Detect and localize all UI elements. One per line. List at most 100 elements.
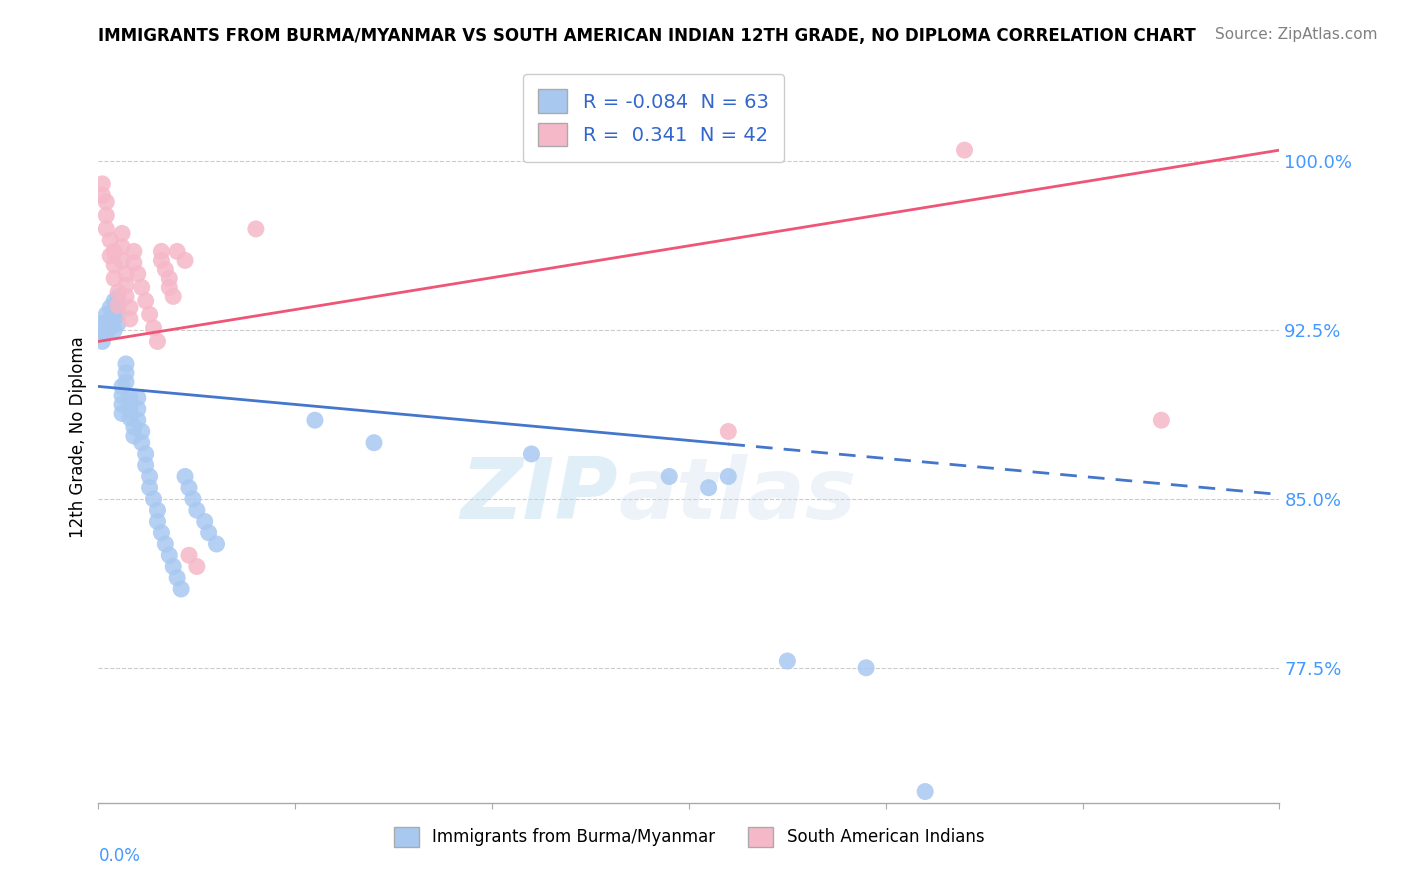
Point	[91, 317, 114, 331]
Point	[118, 391, 141, 405]
Point	[855, 661, 877, 675]
Point	[131, 425, 153, 439]
Point	[304, 413, 326, 427]
Point	[150, 244, 173, 259]
Point	[174, 469, 197, 483]
Text: ZIP: ZIP	[460, 454, 619, 537]
Point	[107, 298, 129, 312]
Text: Source: ZipAtlas.com: Source: ZipAtlas.com	[1215, 27, 1378, 42]
Point	[111, 227, 134, 241]
Point	[245, 222, 267, 236]
Point	[122, 244, 145, 259]
Point	[91, 188, 114, 202]
Point	[142, 491, 165, 506]
Point	[146, 503, 169, 517]
Point	[186, 559, 208, 574]
Point	[157, 271, 180, 285]
Point	[146, 334, 169, 349]
Point	[103, 323, 125, 337]
Point	[98, 321, 121, 335]
Point	[953, 143, 976, 157]
Point	[96, 317, 118, 331]
Point	[157, 280, 180, 294]
Point	[658, 469, 681, 483]
Point	[111, 379, 134, 393]
Point	[205, 537, 228, 551]
Point	[177, 548, 200, 562]
Point	[177, 481, 200, 495]
Point	[103, 258, 125, 272]
Point	[127, 391, 149, 405]
Point	[127, 413, 149, 427]
Point	[103, 244, 125, 259]
Point	[96, 307, 118, 321]
Y-axis label: 12th Grade, No Diploma: 12th Grade, No Diploma	[69, 336, 87, 538]
Point	[776, 654, 799, 668]
Point	[98, 312, 121, 326]
Point	[111, 397, 134, 411]
Point	[103, 271, 125, 285]
Point	[150, 525, 173, 540]
Point	[122, 255, 145, 269]
Point	[107, 317, 129, 331]
Point	[181, 491, 204, 506]
Point	[115, 375, 138, 389]
Point	[118, 312, 141, 326]
Point	[98, 233, 121, 247]
Point	[115, 289, 138, 303]
Point	[194, 515, 217, 529]
Point	[186, 503, 208, 517]
Point	[127, 267, 149, 281]
Point	[162, 289, 184, 303]
Point	[135, 293, 157, 308]
Point	[98, 249, 121, 263]
Point	[363, 435, 385, 450]
Point	[520, 447, 543, 461]
Point	[118, 301, 141, 315]
Point	[166, 244, 188, 259]
Point	[111, 407, 134, 421]
Point	[115, 366, 138, 380]
Point	[107, 285, 129, 299]
Point	[122, 429, 145, 443]
Point	[107, 298, 129, 312]
Point	[103, 302, 125, 317]
Point	[96, 208, 118, 222]
Point	[717, 469, 740, 483]
Point	[155, 537, 177, 551]
Point	[107, 307, 129, 321]
Point	[111, 253, 134, 268]
Point	[138, 307, 160, 321]
Point	[115, 357, 138, 371]
Point	[122, 420, 145, 434]
Point	[1150, 413, 1173, 427]
Point	[118, 411, 141, 425]
Point	[135, 458, 157, 473]
Point	[155, 262, 177, 277]
Point	[118, 401, 141, 416]
Text: 0.0%: 0.0%	[98, 847, 141, 864]
Point	[150, 253, 173, 268]
Point	[91, 177, 114, 191]
Point	[197, 525, 219, 540]
Point	[162, 559, 184, 574]
Point	[127, 401, 149, 416]
Point	[96, 326, 118, 340]
Point	[157, 548, 180, 562]
Point	[103, 293, 125, 308]
Point	[697, 481, 720, 495]
Point	[96, 222, 118, 236]
Point	[111, 388, 134, 402]
Text: IMMIGRANTS FROM BURMA/MYANMAR VS SOUTH AMERICAN INDIAN 12TH GRADE, NO DIPLOMA CO: IMMIGRANTS FROM BURMA/MYANMAR VS SOUTH A…	[98, 27, 1197, 45]
Point	[107, 289, 129, 303]
Point	[103, 312, 125, 326]
Point	[170, 582, 193, 596]
Point	[138, 481, 160, 495]
Point	[96, 194, 118, 209]
Point	[131, 280, 153, 294]
Point	[135, 447, 157, 461]
Point	[91, 334, 114, 349]
Point	[138, 469, 160, 483]
Point	[131, 435, 153, 450]
Point	[142, 321, 165, 335]
